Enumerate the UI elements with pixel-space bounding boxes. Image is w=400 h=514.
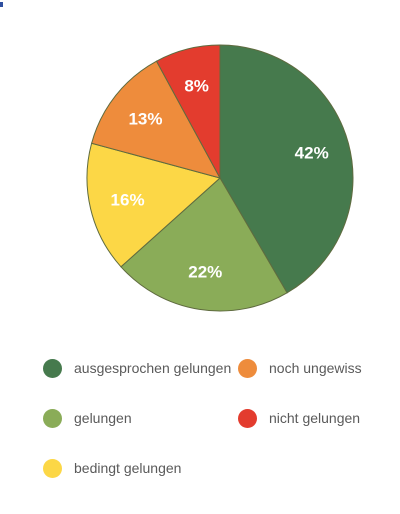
legend-swatch-nicht-gelungen (238, 408, 257, 428)
legend-swatch-bedingt-gelungen (43, 458, 62, 478)
legend-item-bedingt-gelungen: bedingt gelungen (43, 457, 181, 479)
legend-item-ausgesprochen-gelungen: ausgesprochen gelungen (43, 357, 231, 379)
pie-slice-noch-ungewiss (91, 60, 221, 179)
legend-swatch-gelungen (43, 408, 62, 428)
legend-item-gelungen: gelungen (43, 407, 132, 429)
pie-chart-svg: 42% 22% 16% 13% 8% (86, 44, 354, 312)
pie-slice-bedingt-gelungen (86, 142, 222, 268)
pie-chart: 42% 22% 16% 13% 8% (86, 44, 354, 312)
pie-slice-nicht-gelungen (155, 44, 221, 179)
pie-slice-gelungen (120, 177, 288, 312)
legend-item-noch-ungewiss: noch ungewiss (238, 357, 362, 379)
legend-label-gelungen: gelungen (74, 410, 132, 426)
legend-swatch-noch-ungewiss (238, 358, 257, 378)
chart-legend: ausgesprochen gelungen noch ungewiss gel… (0, 340, 400, 510)
pie-label-gelungen: 22% (188, 262, 222, 281)
pie-label-bedingt-gelungen: 16% (111, 190, 145, 209)
corner-tick-mark (0, 2, 3, 7)
pie-label-nicht-gelungen: 8% (184, 76, 209, 95)
legend-label-nicht-gelungen: nicht gelungen (269, 410, 361, 426)
legend-label-bedingt-gelungen: bedingt gelungen (74, 460, 182, 476)
legend-label-ausgesprochen-gelungen: ausgesprochen gelungen (74, 360, 232, 376)
legend-swatch-ausgesprochen-gelungen (43, 358, 62, 378)
pie-label-noch-ungewiss: 13% (128, 110, 162, 129)
legend-item-nicht-gelungen: nicht gelungen (238, 407, 360, 429)
pie-slice-ausgesprochen-gelungen (219, 44, 354, 294)
pie-label-ausgesprochen-gelungen: 42% (295, 144, 329, 163)
legend-label-noch-ungewiss: noch ungewiss (269, 360, 362, 376)
